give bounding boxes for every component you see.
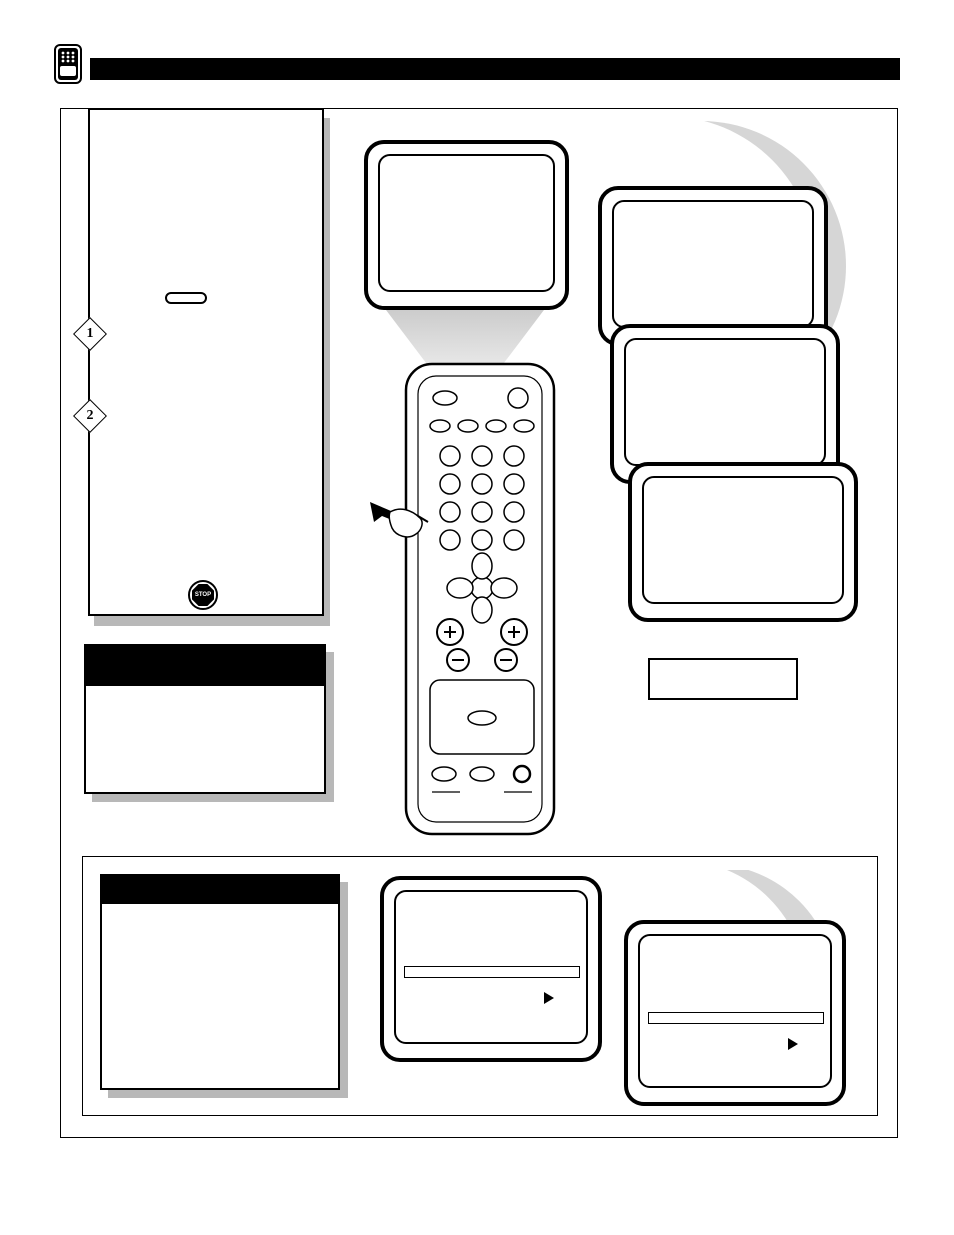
screen-right-2 bbox=[610, 324, 840, 484]
screen-right-1 bbox=[598, 186, 828, 346]
bottom-text-header bbox=[102, 876, 338, 904]
page: 1 2 STOP bbox=[0, 0, 954, 1235]
instruction-panel bbox=[88, 108, 324, 616]
progress-bar-2 bbox=[648, 1012, 824, 1024]
screen-right-3 bbox=[628, 462, 858, 622]
tip-header bbox=[86, 646, 324, 686]
stop-badge: STOP bbox=[188, 580, 218, 610]
right-label-box bbox=[648, 658, 798, 700]
header-bar bbox=[90, 58, 900, 80]
screen-main bbox=[364, 140, 569, 310]
button-pill-icon bbox=[165, 292, 207, 304]
remote-control-icon bbox=[400, 360, 560, 838]
step-1-number: 1 bbox=[87, 326, 94, 342]
remote-header-icon bbox=[54, 44, 82, 84]
step-2-number: 2 bbox=[87, 408, 94, 424]
play-triangle-icon bbox=[544, 992, 554, 1004]
bottom-text-box bbox=[100, 874, 340, 1090]
tip-box bbox=[84, 644, 326, 794]
stop-label: STOP bbox=[195, 592, 211, 598]
progress-bar-1 bbox=[404, 966, 580, 978]
hand-pointing-icon bbox=[370, 492, 430, 540]
play-triangle-icon bbox=[788, 1038, 798, 1050]
